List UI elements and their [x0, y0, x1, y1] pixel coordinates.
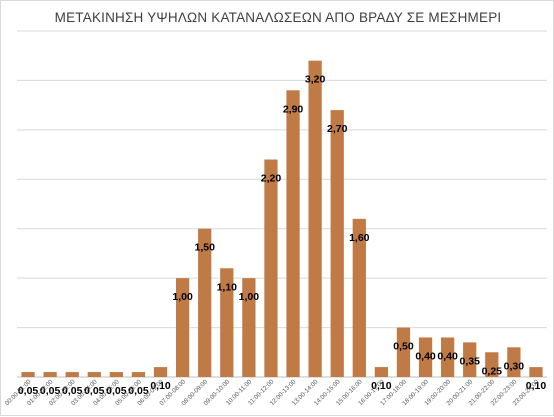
- bar-13:00-14:00: [308, 60, 322, 377]
- bar-01:00-02:00: [43, 372, 57, 377]
- data-label-16:00-17:00: 0,10: [371, 380, 392, 392]
- data-label-18:00-19:00: 0,40: [415, 350, 436, 362]
- data-label-13:00-14:00: 3,20: [305, 74, 326, 86]
- data-label-11:00-12:00: 2,20: [261, 173, 282, 185]
- data-label-05:00-06:00: 0,05: [128, 385, 149, 397]
- data-label-20:00-21:00: 0,35: [459, 355, 480, 367]
- bar-21:00-22:00: [485, 352, 499, 377]
- bar-18:00-19:00: [418, 337, 433, 377]
- bar-16:00-17:00: [374, 367, 388, 377]
- data-label-00:00-01:00: 0,05: [18, 385, 39, 397]
- bar-06:00-07:00: [153, 367, 168, 377]
- data-label-23:00-24:00: 0,10: [526, 380, 547, 392]
- data-label-03:00-04:00: 0,05: [84, 385, 105, 397]
- data-label-21:00-22:00: 0,25: [482, 365, 503, 377]
- bars: [21, 60, 543, 377]
- x-axis-tick-labels: 00:00-01:0001:00-02:0002:00-03:0003:00-0…: [4, 378, 541, 407]
- data-label-17:00-18:00: 0,50: [393, 341, 414, 353]
- data-label-02:00-03:00: 0,05: [62, 385, 83, 397]
- bar-02:00-03:00: [65, 372, 79, 377]
- bar-09:00-10:00: [220, 268, 234, 377]
- data-label-09:00-10:00: 1,10: [217, 281, 238, 293]
- bar-07:00-08:00: [176, 278, 190, 377]
- data-label-07:00-08:00: 1,00: [172, 291, 193, 303]
- data-labels: 0,05 0,05 0,05 0,05 0,05 0,05 0,101,001,501,10…: [18, 74, 547, 397]
- bar-23:00-24:00: [529, 367, 543, 377]
- bar-12:00-13:00: [286, 90, 300, 377]
- data-label-04:00-05:00: 0,05: [106, 385, 127, 397]
- gridlines: [17, 30, 547, 378]
- bar-11:00-12:00: [264, 159, 278, 377]
- bar-04:00-05:00: [109, 372, 123, 377]
- bar-08:00-09:00: [198, 228, 212, 377]
- bar-20:00-21:00: [463, 342, 477, 377]
- bar-15:00-16:00: [352, 218, 366, 377]
- data-label-12:00-13:00: 2,90: [283, 103, 304, 115]
- data-label-14:00-15:00: 2,70: [327, 123, 348, 135]
- data-label-06:00-07:00: 0,10: [150, 380, 171, 392]
- data-label-10:00-11:00: 1,00: [239, 291, 260, 303]
- data-label-22:00-23:00: 0,30: [504, 360, 525, 372]
- bar-22:00-23:00: [507, 347, 521, 377]
- data-label-08:00-09:00: 1,50: [194, 242, 215, 254]
- bar-17:00-18:00: [396, 327, 411, 377]
- chart-title: ΜΕΤΑΚΙΝΗΣΗ ΥΨΗΛΩΝ ΚΑΤΑΝΑΛΩΣΕΩΝ ΑΠΟ ΒΡΑΔΥ…: [55, 10, 502, 25]
- bar-03:00-04:00: [87, 372, 101, 377]
- data-label-15:00-16:00: 1,60: [349, 232, 370, 244]
- bar-19:00-20:00: [441, 337, 455, 377]
- bar-05:00-06:00: [131, 372, 146, 377]
- bar-10:00-11:00: [242, 278, 256, 377]
- data-label-19:00-20:00: 0,40: [437, 350, 458, 362]
- data-label-01:00-02:00: 0,05: [40, 385, 61, 397]
- bar-00:00-01:00: [21, 372, 35, 377]
- bar-14:00-15:00: [330, 110, 344, 377]
